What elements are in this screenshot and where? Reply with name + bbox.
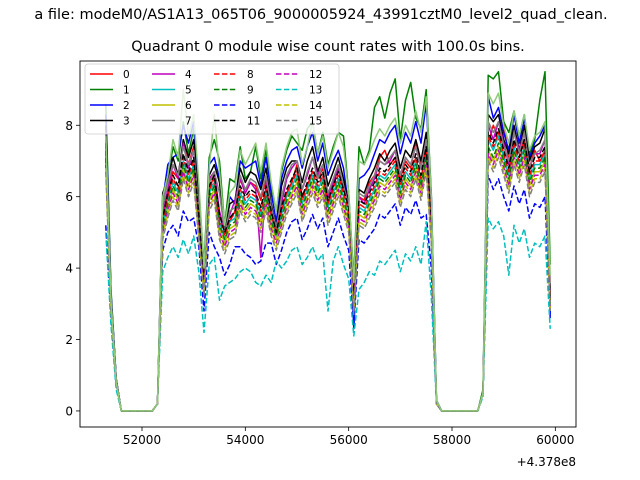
x-tick-label: 60000 xyxy=(536,433,574,447)
legend-label: 14 xyxy=(309,100,323,112)
legend-label: 10 xyxy=(247,100,260,112)
x-axis-offset-label: +4.378e8 xyxy=(517,455,576,469)
x-axis: 52000 54000 56000 58000 60000 xyxy=(123,427,574,447)
y-tick-label: 6 xyxy=(65,190,73,204)
file-title: a file: modeM0/AS1A13_065T06_9000005924_… xyxy=(34,7,607,23)
legend-label: 8 xyxy=(247,69,254,81)
y-tick-label: 2 xyxy=(65,333,73,347)
series-line-13 xyxy=(105,217,551,412)
series-layer xyxy=(105,70,551,412)
legend-label: 12 xyxy=(309,69,322,81)
legend-box xyxy=(84,63,340,135)
series-line-unlabeled xyxy=(105,88,551,412)
legend-label: 3 xyxy=(123,116,130,128)
legend-label: 0 xyxy=(123,69,130,81)
y-tick-label: 8 xyxy=(65,119,73,133)
y-tick-label: 4 xyxy=(65,262,73,276)
x-tick-label: 58000 xyxy=(433,433,471,447)
chart-title: Quadrant 0 module wise count rates with … xyxy=(131,39,525,55)
legend-label: 11 xyxy=(247,116,260,128)
x-tick-label: 52000 xyxy=(123,433,161,447)
legend-label: 1 xyxy=(123,85,130,97)
legend-label: 9 xyxy=(247,85,254,97)
legend-label: 2 xyxy=(123,100,130,112)
legend-label: 6 xyxy=(185,100,192,112)
legend-label: 15 xyxy=(309,116,322,128)
y-axis: 0 2 4 6 8 xyxy=(65,119,80,418)
x-tick-label: 56000 xyxy=(330,433,368,447)
legend-label: 5 xyxy=(185,85,192,97)
plot-area-frame xyxy=(79,60,577,428)
y-tick-label: 0 xyxy=(65,404,73,418)
legend-label: 7 xyxy=(185,116,192,128)
legend-label: 13 xyxy=(309,85,322,97)
legend-label: 4 xyxy=(185,69,192,81)
x-tick-label: 54000 xyxy=(226,433,264,447)
